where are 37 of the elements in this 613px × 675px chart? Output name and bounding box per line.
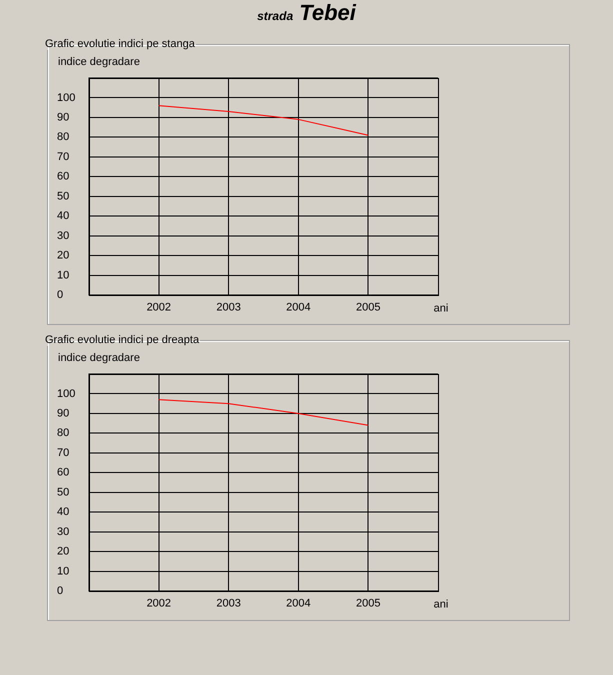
y-tick-label: 0: [57, 289, 64, 302]
y-tick-label: 10: [57, 269, 70, 282]
y-axis-title: indice degradare: [58, 56, 140, 68]
y-tick-label: 80: [57, 131, 70, 144]
x-tick-label: 2004: [286, 598, 311, 610]
y-axis-title: indice degradare: [58, 352, 140, 364]
x-tick-label: 2003: [216, 302, 241, 314]
y-tick-label: 0: [57, 585, 64, 598]
y-tick-label: 20: [57, 250, 70, 262]
y-tick-label: 70: [57, 150, 70, 163]
y-tick-label: 90: [57, 111, 70, 124]
chart-subtitle: Grafic evolutie indici pe stanga: [44, 38, 196, 50]
y-tick-label: 100: [57, 388, 76, 400]
y-tick-label: 20: [57, 546, 70, 558]
x-tick-label: 2005: [356, 598, 380, 610]
y-tick-label: 40: [57, 506, 70, 518]
y-tick-label: 30: [57, 526, 70, 538]
y-tick-label: 80: [57, 427, 70, 440]
chart-title: strada Tebei: [257, 0, 356, 25]
y-tick-label: 60: [57, 466, 70, 479]
y-tick-label: 10: [57, 565, 70, 578]
y-tick-label: 50: [57, 190, 70, 202]
x-axis-title: ani: [434, 598, 448, 611]
y-tick-label: 90: [57, 407, 70, 420]
y-tick-label: 70: [57, 446, 70, 459]
x-tick-label: 2002: [146, 598, 172, 610]
y-tick-label: 100: [57, 92, 76, 104]
chart-subtitle: Grafic evolutie indici pe dreapta: [44, 334, 200, 346]
x-tick-label: 2003: [216, 598, 241, 610]
x-axis-title: ani: [434, 302, 448, 315]
y-tick-label: 40: [57, 210, 70, 222]
x-tick-label: 2005: [356, 302, 380, 314]
x-tick-label: 2004: [286, 302, 311, 314]
y-tick-label: 50: [57, 486, 70, 498]
y-tick-label: 60: [57, 170, 70, 183]
y-tick-label: 30: [57, 230, 70, 242]
x-tick-label: 2002: [146, 302, 172, 314]
